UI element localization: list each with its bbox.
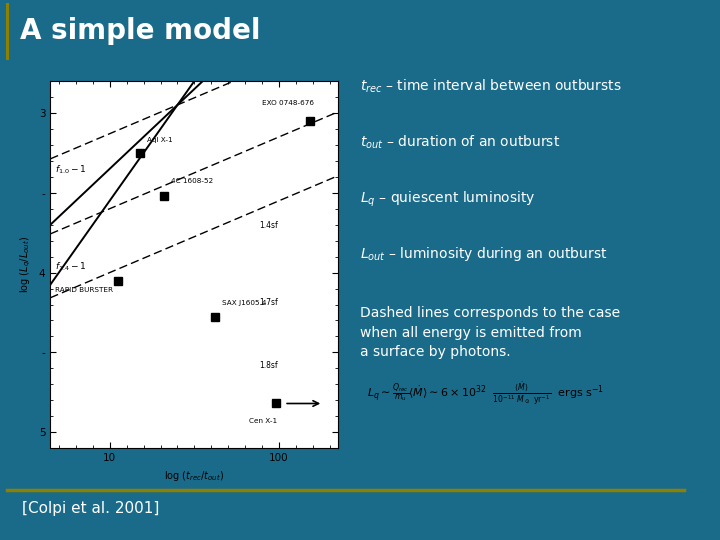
Text: EXO 0748-676: EXO 0748-676 xyxy=(262,100,314,106)
Y-axis label: log ($L_q/L_{out}$): log ($L_q/L_{out}$) xyxy=(19,236,33,293)
Text: $f_{1.4}-1$: $f_{1.4}-1$ xyxy=(55,260,87,273)
Text: $L_{out}$ – luminosity during an outburst: $L_{out}$ – luminosity during an outburs… xyxy=(360,245,608,264)
Text: Aql X-1: Aql X-1 xyxy=(147,137,173,143)
X-axis label: log ($t_{rec}/t_{out}$): log ($t_{rec}/t_{out}$) xyxy=(164,469,225,483)
Text: $t_{out}$ – duration of an outburst: $t_{out}$ – duration of an outburst xyxy=(360,133,560,151)
Text: $t_{rec}$ – time interval between outbursts: $t_{rec}$ – time interval between outbur… xyxy=(360,78,621,95)
Text: A simple model: A simple model xyxy=(20,17,261,45)
Text: RAPID BURSTER: RAPID BURSTER xyxy=(55,287,114,293)
Bar xyxy=(6,3,9,59)
Text: 1.8sf: 1.8sf xyxy=(258,361,277,370)
Text: [Colpi et al. 2001]: [Colpi et al. 2001] xyxy=(22,501,159,516)
Text: $L_q \sim \frac{Q_{rec}}{m_u}\langle\dot{M}\rangle \sim 6 \times 10^{32}$  $\fra: $L_q \sim \frac{Q_{rec}}{m_u}\langle\dot… xyxy=(367,381,604,408)
Text: Cen X-1: Cen X-1 xyxy=(248,417,276,424)
Text: 1.4sf: 1.4sf xyxy=(258,221,277,230)
Text: 4C 1608-52: 4C 1608-52 xyxy=(171,178,213,184)
Text: SAX J1605.4: SAX J1605.4 xyxy=(222,300,266,306)
Text: $L_q$ – quiescent luminosity: $L_q$ – quiescent luminosity xyxy=(360,190,536,209)
Text: Dashed lines corresponds to the case
when all energy is emitted from
a surface b: Dashed lines corresponds to the case whe… xyxy=(360,306,620,359)
Text: $f_{1.0}-1$: $f_{1.0}-1$ xyxy=(55,163,87,176)
Text: 1.7sf: 1.7sf xyxy=(258,298,277,307)
